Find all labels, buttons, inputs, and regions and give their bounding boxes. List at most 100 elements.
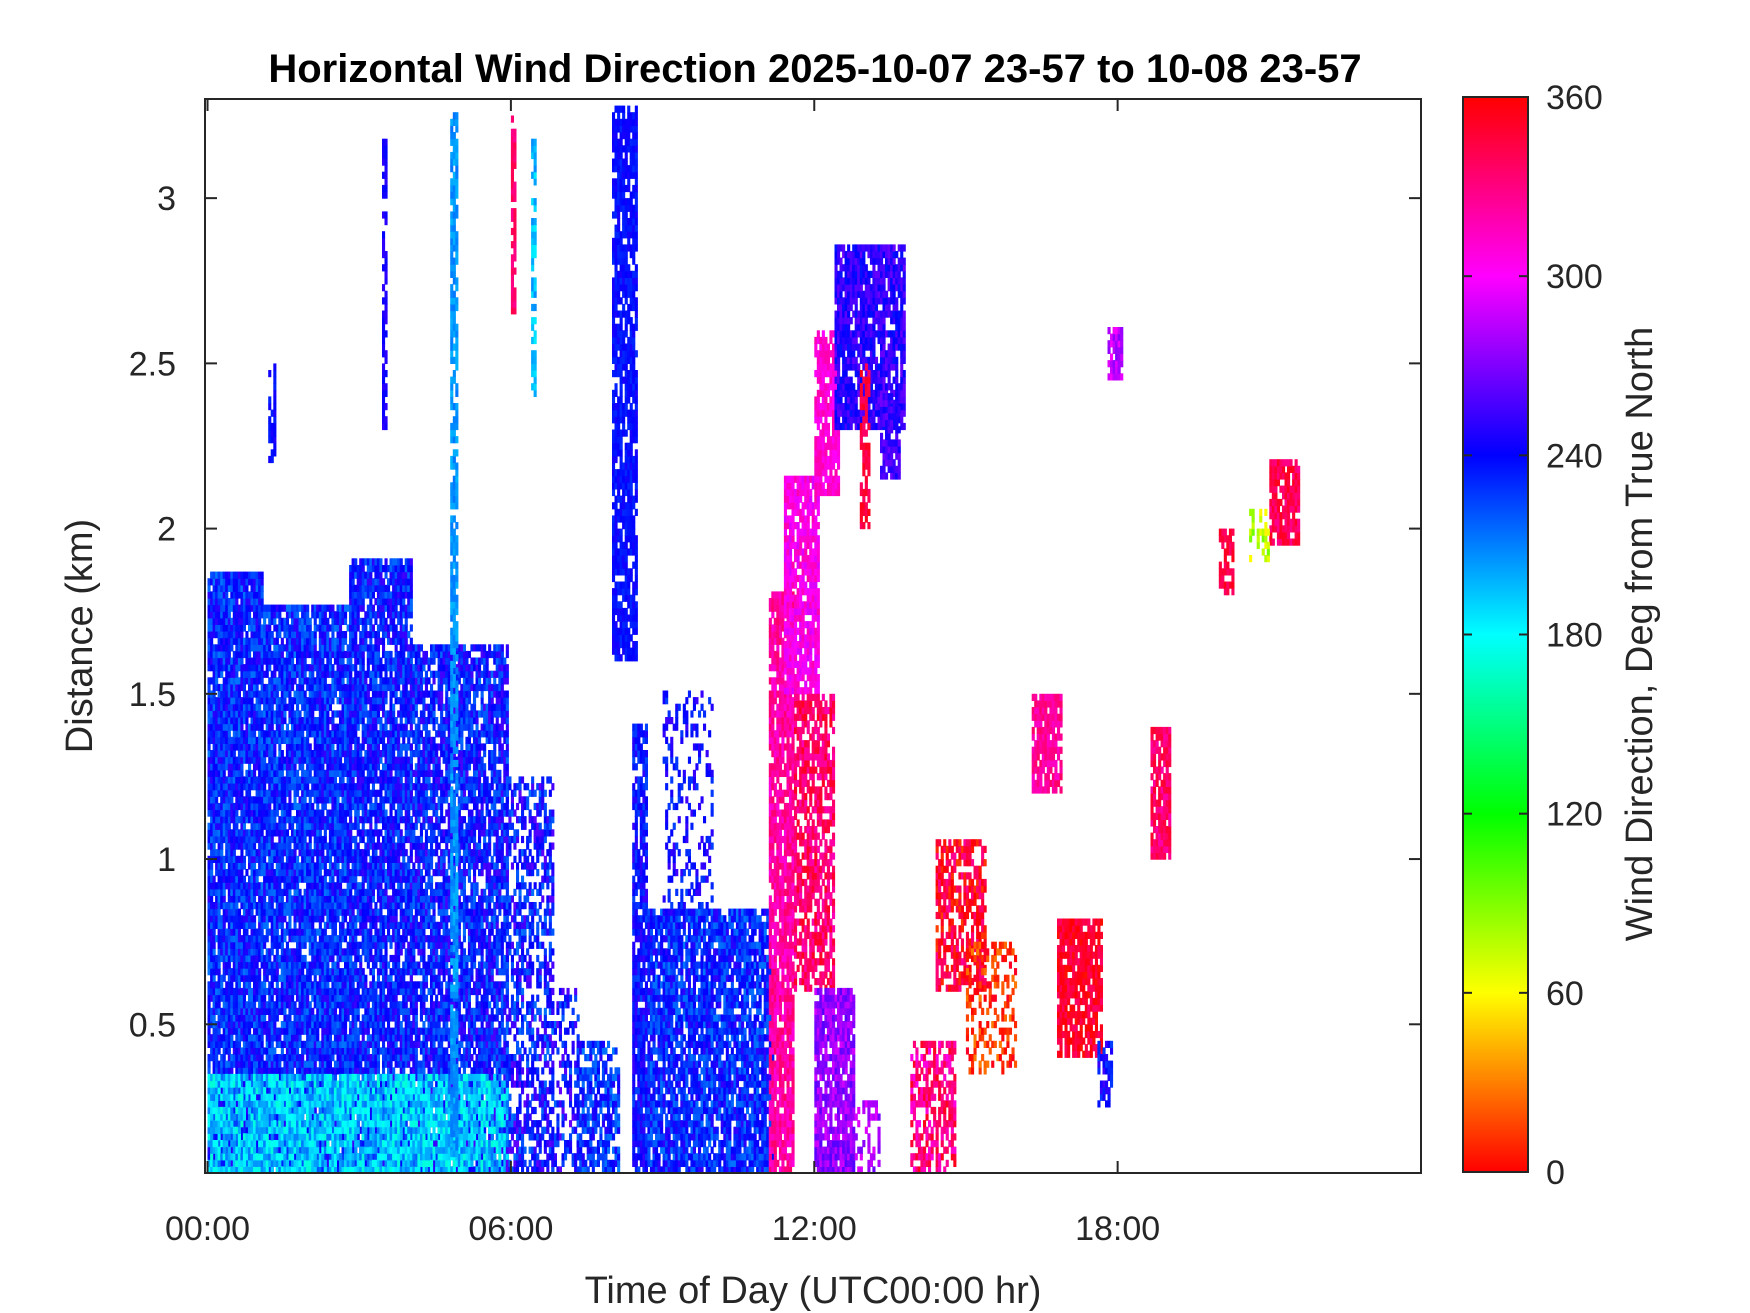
heatmap-cell <box>318 987 322 996</box>
heatmap-cell <box>217 697 221 705</box>
heatmap-cell <box>326 690 330 698</box>
heatmap-cell <box>237 987 241 996</box>
heatmap-cell <box>308 948 312 956</box>
heatmap-cell <box>207 928 211 936</box>
heatmap-cell <box>331 690 335 698</box>
heatmap-cell <box>311 802 315 811</box>
heatmap-cell <box>220 697 224 705</box>
heatmap-cell <box>250 802 254 811</box>
heatmap-cell <box>331 869 335 877</box>
heatmap-cell <box>207 677 211 685</box>
heatmap-cell <box>245 948 249 956</box>
heatmap-cell <box>328 1054 332 1062</box>
heatmap-cell <box>207 1027 211 1035</box>
heatmap-cell <box>232 968 236 976</box>
heatmap-cell <box>326 895 330 903</box>
heatmap-cell <box>326 1027 330 1035</box>
heatmap-cell <box>270 657 274 665</box>
heatmap-cell <box>308 677 312 685</box>
heatmap-cell <box>283 644 287 652</box>
heatmap-cell <box>285 736 289 744</box>
heatmap-cell <box>298 723 302 731</box>
heatmap-cell <box>250 1047 254 1055</box>
heatmap-cell <box>235 921 239 929</box>
heatmap-cell <box>283 1067 287 1075</box>
heatmap-cell <box>323 617 327 625</box>
heatmap-cell <box>321 994 325 1002</box>
heatmap-cell <box>339 637 343 645</box>
heatmap-cell <box>210 591 214 599</box>
heatmap-cell <box>255 743 259 751</box>
heatmap-cell <box>258 578 262 586</box>
heatmap-cell <box>270 1007 274 1015</box>
heatmap-cell <box>293 869 297 877</box>
heatmap-cell <box>311 703 315 711</box>
heatmap-cell <box>303 1073 307 1082</box>
heatmap-cell <box>306 1034 310 1042</box>
heatmap-cell <box>237 796 241 804</box>
heatmap-cell <box>293 1060 297 1068</box>
heatmap-cell <box>306 1067 310 1075</box>
heatmap-cell <box>263 902 267 910</box>
heatmap-cell <box>331 717 335 725</box>
heatmap-cell <box>316 750 320 758</box>
heatmap-cell <box>280 915 284 923</box>
heatmap-cell <box>316 1014 320 1022</box>
heatmap-cell <box>313 664 317 672</box>
heatmap-cell <box>313 657 317 665</box>
heatmap-cell <box>275 855 279 863</box>
heatmap-cell <box>283 677 287 685</box>
heatmap-cell <box>240 723 244 731</box>
heatmap-cell <box>321 809 325 817</box>
heatmap-cell <box>227 855 231 863</box>
heatmap-cell <box>321 1001 325 1009</box>
heatmap-cell <box>280 928 284 936</box>
heatmap-cell <box>275 664 279 672</box>
heatmap-cell <box>301 723 305 731</box>
heatmap-cell <box>306 1021 310 1029</box>
heatmap-cell <box>268 1027 272 1035</box>
heatmap-cell <box>301 617 305 625</box>
heatmap-cell <box>220 631 224 639</box>
heatmap-cell <box>328 1034 332 1042</box>
heatmap-cell <box>291 1047 295 1055</box>
heatmap-cell <box>333 921 337 929</box>
heatmap-cell <box>336 829 340 837</box>
heatmap-cell <box>220 604 224 612</box>
heatmap-cell <box>283 1120 287 1128</box>
heatmap-cell <box>331 1040 335 1048</box>
heatmap-cell <box>278 816 282 824</box>
heatmap-cell <box>291 783 295 791</box>
heatmap-cell <box>268 1001 272 1009</box>
heatmap-cell <box>303 928 307 936</box>
heatmap-cell <box>313 604 317 612</box>
heatmap-cell <box>215 961 219 969</box>
heatmap-cell <box>260 769 264 777</box>
heatmap-cell <box>240 1001 244 1009</box>
heatmap-cell <box>273 816 277 824</box>
heatmap-cell <box>278 915 282 923</box>
heatmap-cell <box>217 875 221 883</box>
heatmap-cell <box>210 981 214 989</box>
heatmap-cell <box>288 974 292 982</box>
heatmap-cell <box>298 948 302 956</box>
heatmap-cell <box>220 1067 224 1075</box>
heatmap-cell <box>248 981 252 989</box>
heatmap-cell <box>220 750 224 758</box>
heatmap-cell <box>326 1060 330 1068</box>
heatmap-cell <box>235 717 239 725</box>
heatmap-cell <box>263 849 267 857</box>
heatmap-cell <box>308 902 312 910</box>
heatmap-cell <box>298 1060 302 1068</box>
heatmap-cell <box>328 875 332 883</box>
heatmap-cell <box>308 617 312 625</box>
heatmap-cell <box>255 637 259 645</box>
heatmap-cell <box>311 954 315 963</box>
heatmap-cell <box>296 935 300 943</box>
heatmap-cell <box>318 617 322 625</box>
heatmap-cell <box>217 941 221 949</box>
heatmap-cell <box>232 994 236 1002</box>
heatmap-cell <box>258 743 262 751</box>
heatmap-cell <box>339 974 343 982</box>
heatmap-cell <box>227 1060 231 1068</box>
